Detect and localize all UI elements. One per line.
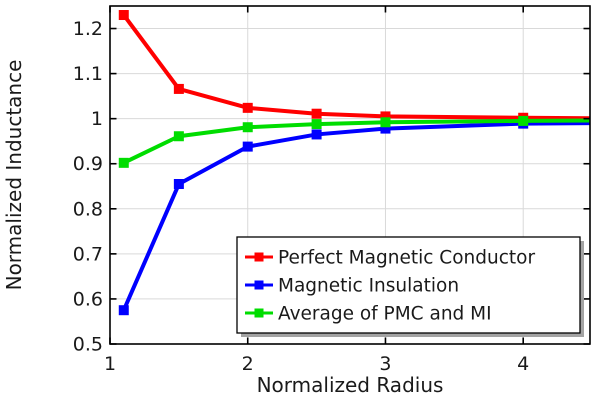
square-marker bbox=[173, 131, 184, 142]
square-marker bbox=[118, 10, 129, 21]
legend-square-marker bbox=[254, 280, 264, 290]
square-marker bbox=[380, 123, 391, 134]
legend-entry-2: Average of PMC and MI bbox=[245, 304, 492, 325]
square-marker bbox=[311, 129, 322, 140]
legend-entry-1: Magnetic Insulation bbox=[245, 276, 459, 297]
data-series bbox=[118, 10, 591, 316]
y-tick-label: 0.8 bbox=[73, 198, 103, 220]
tick-labels: 1 2 3 4 0.5 0.6 0.7 0.8 0.9 1 1.1 1.2 bbox=[73, 18, 529, 375]
y-tick-label: 0.6 bbox=[73, 288, 103, 310]
series-0 bbox=[118, 10, 591, 123]
square-marker bbox=[311, 108, 322, 119]
square-marker bbox=[242, 102, 253, 113]
square-marker bbox=[173, 83, 184, 94]
y-tick-label: 0.5 bbox=[73, 334, 103, 356]
square-marker bbox=[311, 119, 322, 130]
square-marker bbox=[173, 179, 184, 190]
y-tick-label: 1.1 bbox=[73, 63, 103, 85]
legend-square-marker bbox=[254, 308, 264, 318]
legend-box bbox=[236, 236, 581, 334]
square-marker bbox=[242, 141, 253, 152]
x-tick-label: 2 bbox=[242, 353, 254, 375]
y-tick-label: 1 bbox=[91, 108, 103, 130]
x-tick-label: 3 bbox=[379, 353, 391, 375]
axes-frame bbox=[109, 5, 591, 345]
y-tick-label: 0.9 bbox=[73, 153, 103, 175]
series-2 bbox=[118, 115, 591, 168]
legend-label: Perfect Magnetic Conductor bbox=[278, 248, 535, 269]
tick-marks bbox=[109, 6, 590, 345]
series-line bbox=[122, 13, 591, 121]
square-marker bbox=[242, 122, 253, 133]
legend-entry-0: Perfect Magnetic Conductor bbox=[245, 248, 535, 269]
plot-border bbox=[109, 5, 591, 345]
y-axis-title: Normalized Inductance bbox=[2, 60, 26, 291]
y-tick-label: 0.7 bbox=[73, 243, 103, 265]
square-marker bbox=[380, 111, 391, 122]
square-marker bbox=[518, 115, 529, 126]
axis-titles: Normalized Radius Normalized Inductance bbox=[2, 60, 443, 397]
square-marker bbox=[118, 305, 129, 316]
legend-label: Average of PMC and MI bbox=[278, 304, 492, 325]
y-tick-label: 1.2 bbox=[73, 18, 103, 40]
x-tick-label: 4 bbox=[517, 353, 529, 375]
square-marker bbox=[118, 157, 129, 168]
legend: Perfect Magnetic Conductor Magnetic Insul… bbox=[236, 236, 584, 337]
x-tick-label: 1 bbox=[104, 353, 116, 375]
x-axis-title: Normalized Radius bbox=[257, 373, 444, 397]
legend-square-marker bbox=[254, 252, 264, 262]
legend-label: Magnetic Insulation bbox=[278, 276, 459, 297]
square-marker bbox=[380, 117, 391, 128]
